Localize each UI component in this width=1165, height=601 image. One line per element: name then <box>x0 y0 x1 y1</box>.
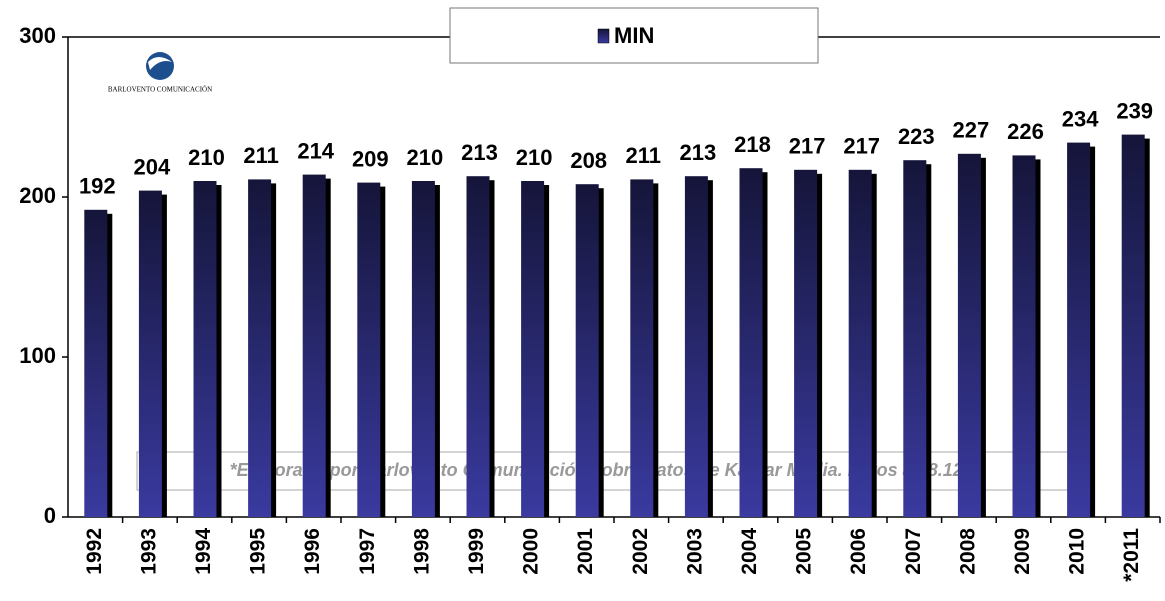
x-tick-label: 1993 <box>137 528 160 575</box>
bar <box>739 168 763 517</box>
x-tick-label: 2007 <box>902 528 925 575</box>
x-tick-label: 2001 <box>574 528 597 575</box>
bar <box>684 176 708 517</box>
x-tick-label: 2010 <box>1066 528 1089 575</box>
bar <box>630 179 654 517</box>
bar <box>903 160 927 517</box>
x-tick-label: 2006 <box>847 528 870 575</box>
data-label: 208 <box>570 148 607 173</box>
bar <box>466 176 490 517</box>
legend-label: MIN <box>614 23 654 48</box>
x-tick-label: 2008 <box>956 528 979 575</box>
data-label: 226 <box>1007 119 1044 144</box>
data-label: 211 <box>243 143 279 168</box>
data-label: 210 <box>188 145 225 170</box>
bar <box>848 169 872 518</box>
bar <box>357 182 381 517</box>
x-tick-label: 1999 <box>465 528 488 575</box>
data-label: 227 <box>953 118 990 143</box>
bar <box>794 169 818 518</box>
bar <box>411 181 435 517</box>
x-tick-label: 1992 <box>83 528 106 575</box>
bar <box>521 181 545 517</box>
y-tick-label: 0 <box>44 503 56 528</box>
y-tick-label: 300 <box>19 23 56 48</box>
data-label: 210 <box>407 145 444 170</box>
data-label: 214 <box>297 138 334 163</box>
data-label: 218 <box>734 132 771 157</box>
x-tick-label: 2005 <box>793 528 816 575</box>
data-label: 223 <box>898 124 935 149</box>
logo-text: BARLOVENTO COMUNICACIÓN <box>108 86 212 94</box>
data-label: 213 <box>461 140 498 165</box>
bar <box>248 179 272 517</box>
bar <box>1121 134 1145 517</box>
x-tick-label: 1994 <box>192 528 215 575</box>
legend-swatch <box>597 28 610 44</box>
x-tick-label: *2011 <box>1120 528 1143 582</box>
bar <box>575 184 599 517</box>
data-label: 211 <box>626 143 662 168</box>
data-label: 217 <box>843 134 880 159</box>
x-tick-label: 2004 <box>738 528 761 575</box>
data-label: 210 <box>516 145 553 170</box>
x-tick-label: 1998 <box>410 528 433 575</box>
bar <box>193 181 217 517</box>
bar <box>1012 155 1036 517</box>
data-label: 217 <box>789 134 826 159</box>
data-label: 234 <box>1062 106 1099 131</box>
data-label: 209 <box>352 146 389 171</box>
data-label: 192 <box>79 174 116 199</box>
x-tick-label: 1995 <box>247 528 270 575</box>
data-label: 204 <box>134 154 171 179</box>
y-tick-label: 100 <box>19 343 56 368</box>
data-label: 213 <box>680 140 717 165</box>
bar <box>957 153 981 518</box>
x-tick-label: 2002 <box>629 528 652 575</box>
bar <box>1067 142 1091 517</box>
x-tick-label: 2000 <box>520 528 543 575</box>
x-tick-label: 2003 <box>683 528 706 575</box>
data-label: 239 <box>1116 98 1153 123</box>
x-tick-label: 2009 <box>1011 528 1034 575</box>
bar <box>84 209 108 518</box>
x-tick-label: 1997 <box>356 528 379 575</box>
y-tick-label: 200 <box>19 183 56 208</box>
bar <box>138 190 162 517</box>
x-tick-label: 1996 <box>301 528 324 575</box>
legend-box <box>449 7 819 64</box>
bar <box>302 174 326 517</box>
logo: BARLOVENTO COMUNICACIÓN <box>108 52 212 94</box>
